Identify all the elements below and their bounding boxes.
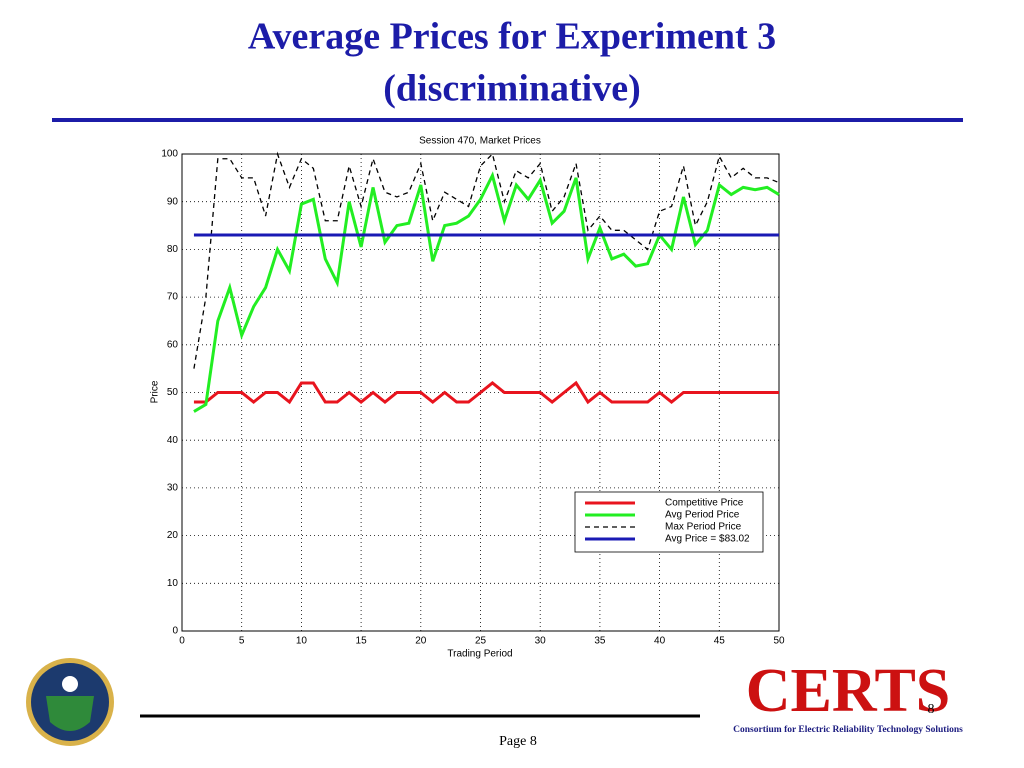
chart-title: Session 470, Market Prices bbox=[419, 136, 541, 147]
x-tick-label: 20 bbox=[415, 636, 427, 647]
y-tick-label: 0 bbox=[172, 626, 178, 637]
x-axis-label: Trading Period bbox=[447, 649, 512, 660]
seal bbox=[26, 658, 114, 746]
slide-title: Average Prices for Experiment 3 bbox=[248, 16, 776, 58]
legend-label: Max Period Price bbox=[665, 522, 742, 533]
x-tick-label: 35 bbox=[594, 636, 606, 647]
legend-label: Competitive Price bbox=[665, 498, 744, 509]
slide-number: 8 bbox=[928, 702, 935, 717]
logo: CERTS bbox=[746, 657, 951, 725]
x-tick-label: 5 bbox=[239, 636, 245, 647]
y-axis-label: Price bbox=[150, 380, 161, 403]
legend-label: Avg Price = $83.02 bbox=[665, 534, 750, 545]
y-tick-label: 40 bbox=[167, 435, 179, 446]
slide-title: (discriminative) bbox=[383, 68, 641, 110]
page-footer: Page 8 bbox=[499, 734, 537, 749]
x-tick-label: 10 bbox=[296, 636, 308, 647]
y-tick-label: 90 bbox=[167, 196, 179, 207]
y-tick-label: 60 bbox=[167, 339, 179, 350]
x-tick-label: 30 bbox=[535, 636, 547, 647]
x-tick-label: 50 bbox=[773, 636, 785, 647]
legend-label: Avg Period Price bbox=[665, 510, 740, 521]
x-tick-label: 15 bbox=[356, 636, 368, 647]
x-tick-label: 45 bbox=[714, 636, 726, 647]
logo-subtitle: Consortium for Electric Reliability Tech… bbox=[733, 725, 963, 735]
x-tick-label: 25 bbox=[475, 636, 487, 647]
x-tick-label: 0 bbox=[179, 636, 185, 647]
y-tick-label: 70 bbox=[167, 292, 179, 303]
series-line bbox=[193, 171, 780, 413]
x-tick-label: 40 bbox=[654, 636, 666, 647]
y-tick-label: 30 bbox=[167, 483, 179, 494]
y-tick-label: 80 bbox=[167, 244, 179, 255]
series-line bbox=[193, 151, 780, 369]
y-tick-label: 10 bbox=[167, 578, 179, 589]
y-tick-label: 50 bbox=[167, 387, 179, 398]
y-tick-label: 100 bbox=[161, 149, 178, 160]
series-line bbox=[193, 380, 779, 405]
y-tick-label: 20 bbox=[167, 530, 179, 541]
